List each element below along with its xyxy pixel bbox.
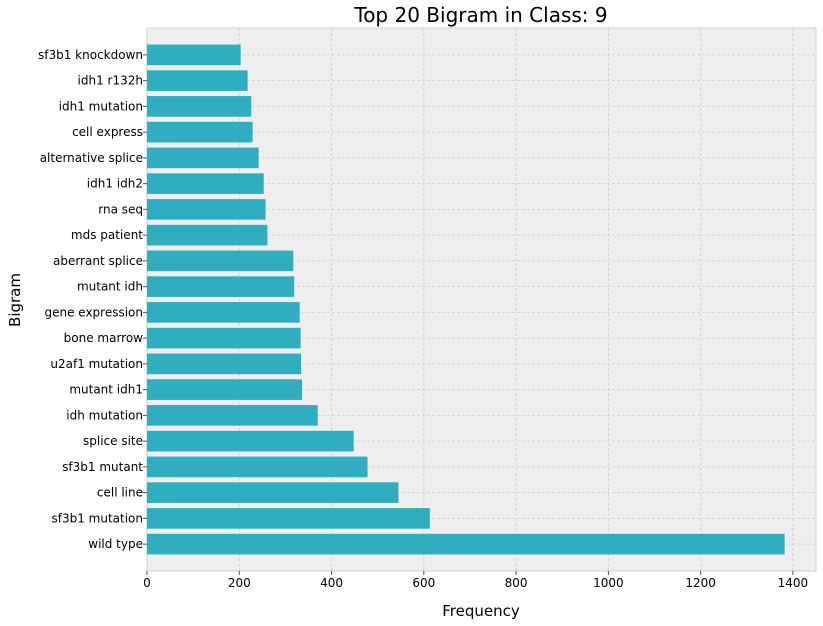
bar-sf3b1-mutation	[147, 508, 430, 529]
y-tick-label: cell line	[97, 486, 143, 500]
y-axis-label: Bigram	[6, 273, 24, 327]
bar-splice-site	[147, 430, 354, 452]
y-tick-label: sf3b1 mutation	[51, 511, 143, 525]
x-tick-label: 0	[143, 576, 151, 590]
y-tick-label: sf3b1 mutant	[62, 460, 143, 474]
bar-sf3b1-mutant	[147, 456, 368, 478]
y-tick-label: bone marrow	[64, 331, 144, 345]
y-tick-label: cell express	[72, 125, 143, 139]
bar-rna-seq	[147, 199, 266, 220]
y-tick-label: mutant idh1	[69, 383, 143, 397]
y-tick-label: idh1 idh2	[87, 177, 143, 191]
bar-idh-mutation	[147, 405, 318, 426]
plot-background	[146, 27, 817, 572]
y-tick-label: aberrant splice	[53, 254, 143, 268]
y-tick-label: splice site	[83, 434, 143, 448]
bar-gene-expression	[147, 302, 300, 323]
bar-mutant-idh1	[147, 379, 303, 400]
y-tick-label: mds patient	[71, 228, 143, 242]
bar-idh1-idh2	[147, 173, 264, 194]
bar-mds-patient	[147, 224, 268, 246]
x-tick-label: 1400	[778, 576, 809, 590]
x-tick-label: 600	[412, 576, 435, 590]
y-tick-label: wild type	[88, 537, 143, 551]
bar-cell-express	[147, 121, 253, 143]
bar-aberrant-splice	[147, 250, 294, 272]
x-tick-label: 400	[320, 576, 343, 590]
bar-wild-type	[147, 533, 785, 555]
bar-alternative-splice	[147, 147, 259, 169]
x-tick-label: 1000	[593, 576, 624, 590]
y-tick-label: alternative splice	[40, 151, 143, 165]
x-tick-labels: 0 200 400 600 800 1000 1200 1400	[143, 571, 808, 590]
bar-cell-line	[147, 482, 399, 503]
y-tick-label: idh mutation	[66, 408, 143, 422]
bar-mutant-idh	[147, 276, 295, 297]
y-tick-label: idh1 r132h	[78, 74, 143, 88]
bar-u2af1-mutation	[147, 353, 302, 375]
y-tick-label: gene expression	[44, 305, 143, 319]
y-tick-labels: sf3b1 knockdown idh1 r132h idh1 mutation ce…	[38, 48, 147, 551]
chart-title: Top 20 Bigram in Class: 9	[353, 3, 607, 27]
x-axis-label: Frequency	[442, 602, 520, 620]
y-tick-label: idh1 mutation	[59, 99, 143, 113]
y-tick-label: sf3b1 knockdown	[38, 48, 143, 62]
bar-idh1-mutation	[147, 96, 252, 117]
x-tick-label: 200	[228, 576, 251, 590]
y-tick-label: mutant idh	[77, 280, 143, 294]
bar-bone-marrow	[147, 327, 301, 349]
x-tick-label: 1200	[685, 576, 716, 590]
y-tick-label: u2af1 mutation	[50, 357, 143, 371]
y-tick-label: rna seq	[98, 202, 143, 216]
bars	[147, 44, 785, 555]
bar-idh1-r132h	[147, 70, 248, 91]
x-tick-label: 800	[505, 576, 528, 590]
bar-sf3b1-knockdown	[147, 44, 241, 66]
